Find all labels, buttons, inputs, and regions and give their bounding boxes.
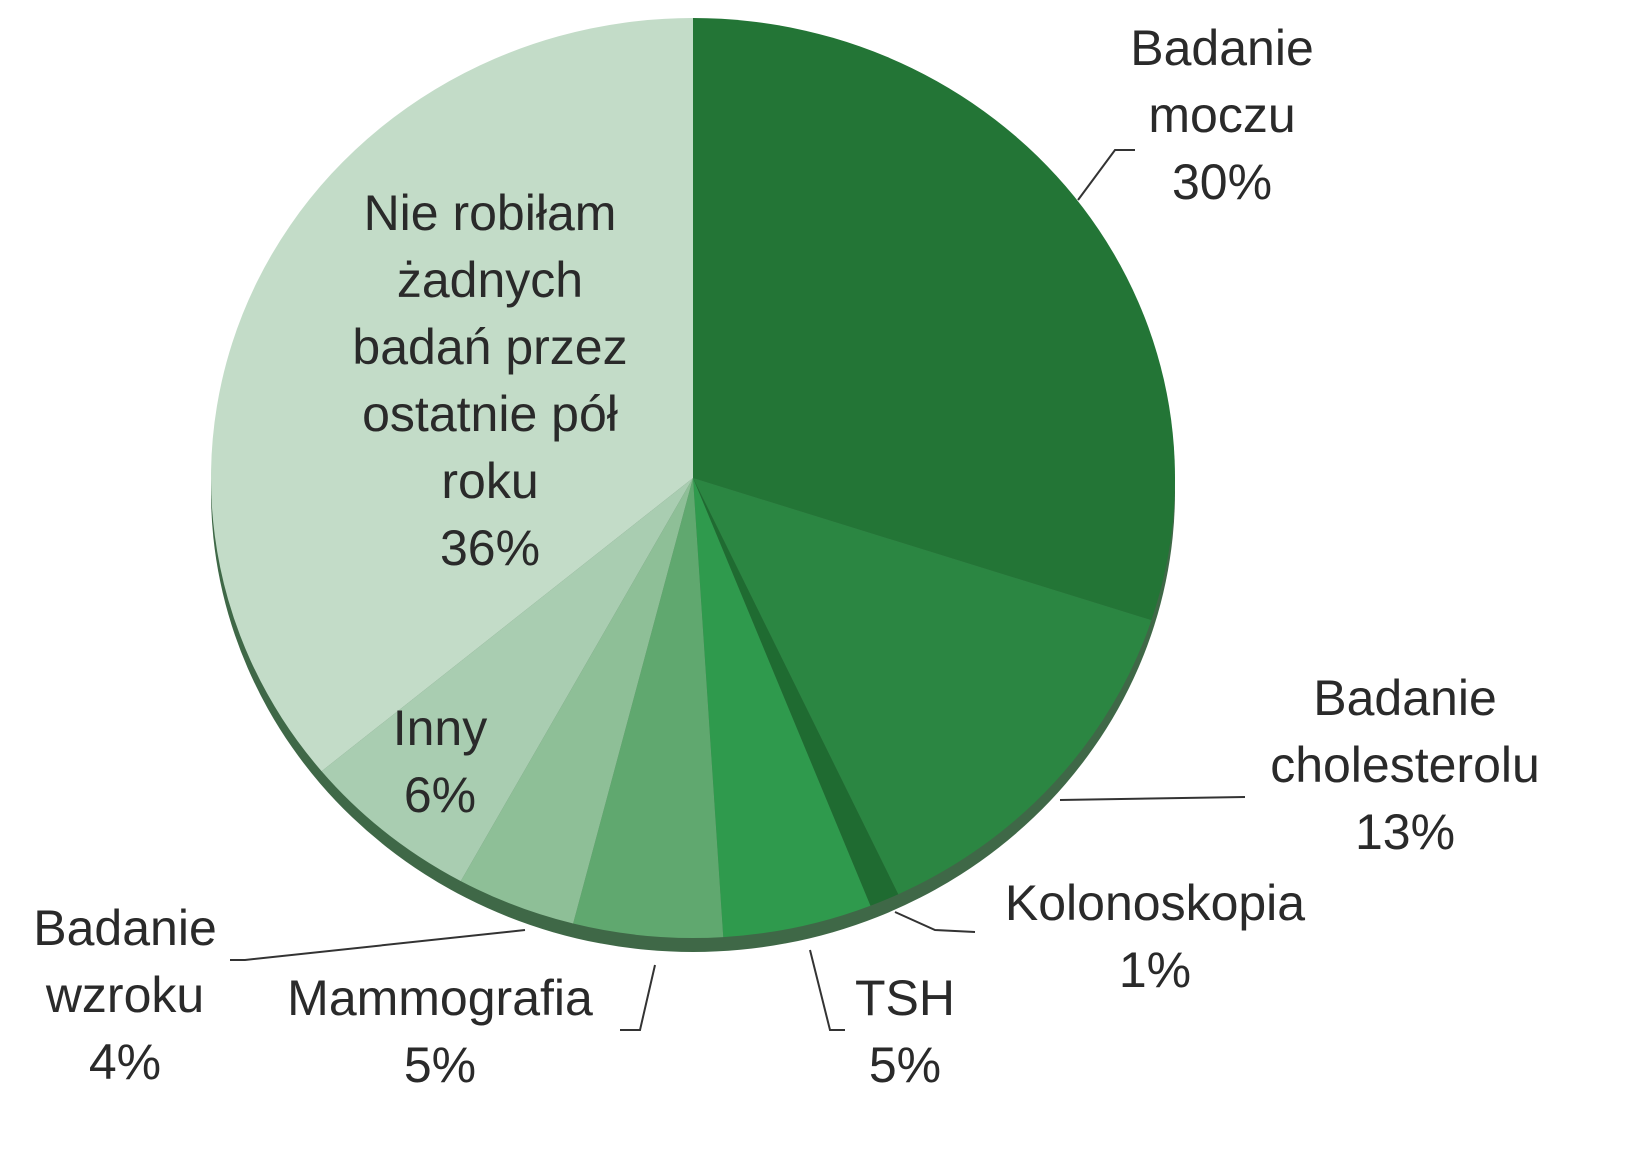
pie-slice [693, 18, 1175, 621]
pie-slice [321, 478, 693, 882]
leader-line [894, 911, 976, 933]
pie-slice [460, 478, 693, 924]
leader-line [1059, 796, 1246, 801]
value-label: 1% [1119, 942, 1191, 998]
slice-label: Mammografia [287, 970, 593, 1026]
slice-label: Inny [393, 700, 488, 756]
slice-label: Badanie moczu [1130, 20, 1314, 143]
slice-label: Badanie cholesterolu [1270, 670, 1540, 793]
value-label: 13% [1355, 804, 1455, 860]
value-label: 30% [1172, 154, 1272, 210]
value-label: 36% [440, 520, 540, 576]
pie-slice [573, 478, 724, 938]
value-label: 4% [89, 1034, 161, 1090]
leader-line [1077, 149, 1135, 201]
value-label: 5% [404, 1037, 476, 1093]
leader-line [230, 929, 526, 961]
pie-slice [211, 18, 693, 772]
leader-line [620, 964, 656, 1031]
slice-label: Nie robiłam żadnych badań przez ostatnie pó… [352, 185, 627, 509]
pie-slice [693, 478, 1152, 895]
value-label: 5% [869, 1037, 941, 1093]
slice-label: TSH [855, 970, 955, 1026]
value-label: 6% [404, 767, 476, 823]
pie-slice [693, 478, 871, 938]
pie-slice [693, 478, 899, 906]
slice-label: Kolonoskopia [1005, 875, 1305, 931]
leader-line [809, 949, 845, 1031]
slice-label: Badanie wzroku [33, 900, 217, 1023]
